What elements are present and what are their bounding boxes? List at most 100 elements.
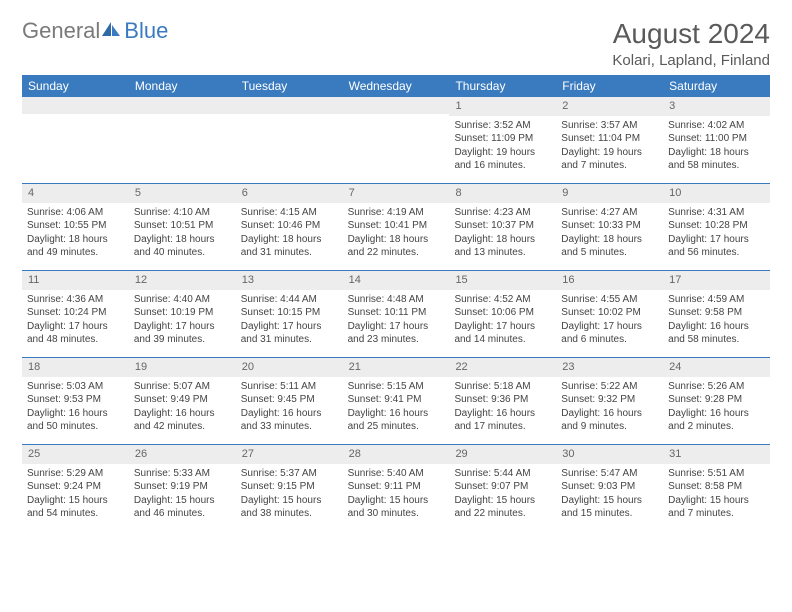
calendar-cell: 19Sunrise: 5:07 AMSunset: 9:49 PMDayligh…: [129, 358, 236, 444]
calendar-cell: [343, 97, 450, 183]
calendar-cell: 16Sunrise: 4:55 AMSunset: 10:02 PMDaylig…: [556, 271, 663, 357]
calendar-cell: 8Sunrise: 4:23 AMSunset: 10:37 PMDayligh…: [449, 184, 556, 270]
cell-line: Daylight: 17 hours: [241, 320, 338, 334]
cell-line: and 13 minutes.: [454, 246, 551, 260]
cell-line: Sunrise: 5:44 AM: [454, 467, 551, 481]
cell-body: Sunrise: 5:40 AMSunset: 9:11 PMDaylight:…: [343, 464, 450, 525]
cell-line: Sunrise: 5:22 AM: [561, 380, 658, 394]
cell-body: Sunrise: 5:51 AMSunset: 8:58 PMDaylight:…: [663, 464, 770, 525]
cell-line: Daylight: 16 hours: [454, 407, 551, 421]
cell-line: Sunset: 9:45 PM: [241, 393, 338, 407]
cell-line: Sunset: 9:32 PM: [561, 393, 658, 407]
day-number: 31: [663, 445, 770, 464]
cell-line: and 58 minutes.: [668, 159, 765, 173]
cell-line: Sunset: 9:07 PM: [454, 480, 551, 494]
cell-line: Sunrise: 5:51 AM: [668, 467, 765, 481]
cell-line: Sunset: 10:19 PM: [134, 306, 231, 320]
calendar-cell: 2Sunrise: 3:57 AMSunset: 11:04 PMDayligh…: [556, 97, 663, 183]
cell-line: Daylight: 15 hours: [454, 494, 551, 508]
cell-line: and 31 minutes.: [241, 246, 338, 260]
cell-line: Sunset: 11:00 PM: [668, 132, 765, 146]
calendar-cell: 3Sunrise: 4:02 AMSunset: 11:00 PMDayligh…: [663, 97, 770, 183]
cell-body: Sunrise: 4:15 AMSunset: 10:46 PMDaylight…: [236, 203, 343, 264]
day-header-cell: Wednesday: [343, 75, 450, 97]
day-number: 26: [129, 445, 236, 464]
cell-line: and 30 minutes.: [348, 507, 445, 521]
cell-line: Sunset: 10:37 PM: [454, 219, 551, 233]
cell-line: Daylight: 16 hours: [561, 407, 658, 421]
day-number: 30: [556, 445, 663, 464]
day-number: 8: [449, 184, 556, 203]
page-header: General Blue August 2024 Kolari, Lapland…: [22, 18, 770, 69]
title-block: August 2024 Kolari, Lapland, Finland: [612, 18, 770, 69]
calendar-cell: 24Sunrise: 5:26 AMSunset: 9:28 PMDayligh…: [663, 358, 770, 444]
cell-line: Sunrise: 5:03 AM: [27, 380, 124, 394]
cell-line: Sunrise: 5:47 AM: [561, 467, 658, 481]
cell-body: Sunrise: 4:23 AMSunset: 10:37 PMDaylight…: [449, 203, 556, 264]
day-number: 14: [343, 271, 450, 290]
cell-line: Sunset: 9:24 PM: [27, 480, 124, 494]
cell-line: and 40 minutes.: [134, 246, 231, 260]
cell-line: Daylight: 18 hours: [454, 233, 551, 247]
cell-body: Sunrise: 5:07 AMSunset: 9:49 PMDaylight:…: [129, 377, 236, 438]
calendar-cell: 14Sunrise: 4:48 AMSunset: 10:11 PMDaylig…: [343, 271, 450, 357]
cell-line: and 17 minutes.: [454, 420, 551, 434]
calendar-cell: 12Sunrise: 4:40 AMSunset: 10:19 PMDaylig…: [129, 271, 236, 357]
cell-body: Sunrise: 4:55 AMSunset: 10:02 PMDaylight…: [556, 290, 663, 351]
cell-line: Sunset: 10:55 PM: [27, 219, 124, 233]
cell-line: and 38 minutes.: [241, 507, 338, 521]
cell-body: Sunrise: 3:57 AMSunset: 11:04 PMDaylight…: [556, 116, 663, 177]
calendar-cell: 15Sunrise: 4:52 AMSunset: 10:06 PMDaylig…: [449, 271, 556, 357]
day-number: 21: [343, 358, 450, 377]
cell-body: Sunrise: 5:22 AMSunset: 9:32 PMDaylight:…: [556, 377, 663, 438]
cell-line: Sunset: 10:51 PM: [134, 219, 231, 233]
cell-line: and 22 minutes.: [454, 507, 551, 521]
day-number: 2: [556, 97, 663, 116]
cell-body: [129, 114, 236, 121]
cell-line: Sunset: 10:24 PM: [27, 306, 124, 320]
cell-line: and 39 minutes.: [134, 333, 231, 347]
cell-line: Sunrise: 4:48 AM: [348, 293, 445, 307]
calendar-cell: 21Sunrise: 5:15 AMSunset: 9:41 PMDayligh…: [343, 358, 450, 444]
day-number: 17: [663, 271, 770, 290]
cell-line: Sunset: 10:46 PM: [241, 219, 338, 233]
logo: General Blue: [22, 18, 168, 44]
cell-line: and 16 minutes.: [454, 159, 551, 173]
cell-line: and 46 minutes.: [134, 507, 231, 521]
cell-line: and 9 minutes.: [561, 420, 658, 434]
calendar-week: 25Sunrise: 5:29 AMSunset: 9:24 PMDayligh…: [22, 444, 770, 531]
calendar-cell: 29Sunrise: 5:44 AMSunset: 9:07 PMDayligh…: [449, 445, 556, 531]
cell-body: Sunrise: 4:10 AMSunset: 10:51 PMDaylight…: [129, 203, 236, 264]
calendar-cell: 7Sunrise: 4:19 AMSunset: 10:41 PMDayligh…: [343, 184, 450, 270]
cell-body: Sunrise: 4:48 AMSunset: 10:11 PMDaylight…: [343, 290, 450, 351]
cell-line: Daylight: 15 hours: [241, 494, 338, 508]
cell-line: and 48 minutes.: [27, 333, 124, 347]
calendar-cell: 23Sunrise: 5:22 AMSunset: 9:32 PMDayligh…: [556, 358, 663, 444]
cell-line: Sunset: 9:11 PM: [348, 480, 445, 494]
cell-line: Daylight: 18 hours: [561, 233, 658, 247]
cell-line: Sunset: 10:33 PM: [561, 219, 658, 233]
cell-line: Daylight: 18 hours: [668, 146, 765, 160]
day-number: 4: [22, 184, 129, 203]
cell-line: and 23 minutes.: [348, 333, 445, 347]
calendar-cell: 31Sunrise: 5:51 AMSunset: 8:58 PMDayligh…: [663, 445, 770, 531]
calendar-cell: 30Sunrise: 5:47 AMSunset: 9:03 PMDayligh…: [556, 445, 663, 531]
calendar-cell: 4Sunrise: 4:06 AMSunset: 10:55 PMDayligh…: [22, 184, 129, 270]
cell-line: Daylight: 16 hours: [668, 320, 765, 334]
cell-line: Daylight: 19 hours: [561, 146, 658, 160]
cell-line: Sunset: 10:02 PM: [561, 306, 658, 320]
calendar-cell: 6Sunrise: 4:15 AMSunset: 10:46 PMDayligh…: [236, 184, 343, 270]
calendar-cell: 27Sunrise: 5:37 AMSunset: 9:15 PMDayligh…: [236, 445, 343, 531]
day-number: 13: [236, 271, 343, 290]
calendar-page: General Blue August 2024 Kolari, Lapland…: [0, 0, 792, 549]
cell-line: Sunset: 10:41 PM: [348, 219, 445, 233]
day-header-cell: Saturday: [663, 75, 770, 97]
cell-body: Sunrise: 5:44 AMSunset: 9:07 PMDaylight:…: [449, 464, 556, 525]
cell-line: Sunset: 9:15 PM: [241, 480, 338, 494]
cell-line: Sunset: 9:41 PM: [348, 393, 445, 407]
cell-line: Sunset: 11:04 PM: [561, 132, 658, 146]
cell-body: Sunrise: 4:31 AMSunset: 10:28 PMDaylight…: [663, 203, 770, 264]
cell-body: Sunrise: 5:15 AMSunset: 9:41 PMDaylight:…: [343, 377, 450, 438]
day-number: 9: [556, 184, 663, 203]
cell-line: Sunset: 10:11 PM: [348, 306, 445, 320]
